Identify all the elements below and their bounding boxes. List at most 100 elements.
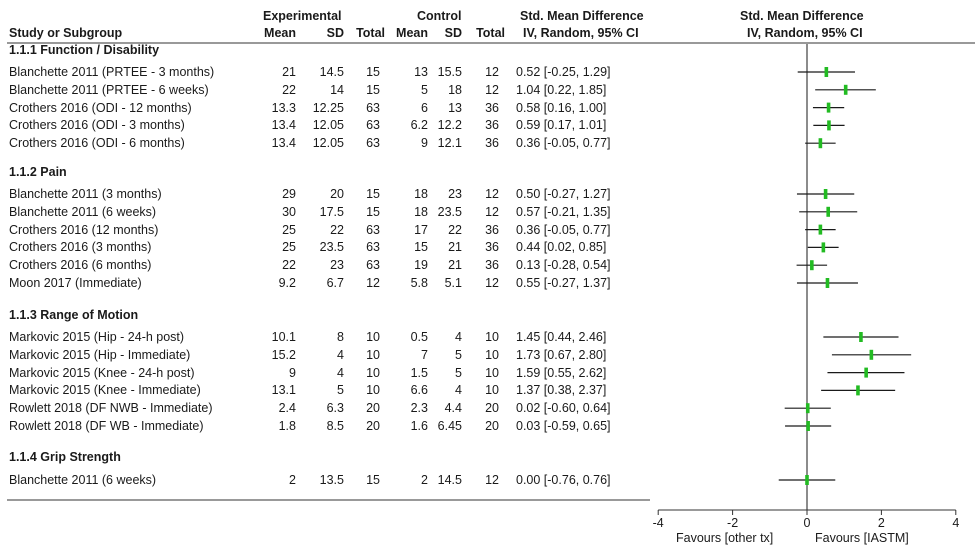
- exp-mean-cell: 9: [289, 365, 296, 380]
- ctrl-sd-cell: 5: [455, 365, 462, 380]
- ctrl-mean-cell: 5: [421, 82, 428, 97]
- study-name: Moon 2017 (Immediate): [9, 276, 142, 290]
- ctrl-sd-cell: 21: [448, 240, 462, 255]
- group-title: 1.1.1 Function / Disability: [9, 43, 160, 57]
- ctrl-mean-cell: 2: [421, 473, 428, 487]
- exp-mean-cell: 2: [289, 473, 296, 487]
- exp-mean-cell: 13.4: [271, 136, 296, 151]
- exp-total-cell: 63: [366, 118, 380, 133]
- exp-mean-cell: 9.2: [278, 276, 296, 290]
- effect-marker: [864, 367, 868, 378]
- exp-mean-cell: 25: [282, 240, 296, 255]
- ctrl-mean-cell: 2.3: [410, 401, 428, 416]
- exp-sd-cell: 17.5: [319, 204, 344, 219]
- smd-column-method: IV, Random, 95% CI: [523, 26, 639, 40]
- plot-title: Std. Mean Difference: [740, 9, 864, 23]
- study-name: Blanchette 2011 (3 months): [9, 187, 162, 201]
- effect-marker: [825, 278, 830, 288]
- smd-ci-cell: 0.57 [-0.21, 1.35]: [516, 204, 611, 219]
- control-header: Control: [417, 9, 462, 23]
- effect-marker: [823, 189, 828, 199]
- ctrl-total-header: Total: [476, 26, 505, 40]
- ctrl-total-cell: 36: [485, 118, 499, 133]
- study-name: Blanchette 2011 (6 weeks): [9, 204, 157, 219]
- exp-sd-cell: 6.3: [326, 401, 344, 416]
- ctrl-total-cell: 12: [485, 82, 499, 97]
- ctrl-mean-cell: 1.6: [410, 419, 428, 433]
- effect-marker: [810, 260, 814, 271]
- exp-total-cell: 10: [366, 347, 380, 362]
- exp-sd-cell: 13.5: [319, 473, 344, 487]
- ctrl-sd-cell: 12.2: [437, 118, 462, 133]
- smd-ci-cell: 0.36 [-0.05, 0.77]: [516, 222, 611, 237]
- group-title: 1.1.3 Range of Motion: [9, 308, 139, 322]
- ctrl-mean-cell: 13: [414, 65, 428, 79]
- ctrl-mean-cell: 1.5: [410, 365, 428, 380]
- exp-sd-cell: 23: [330, 258, 344, 273]
- ctrl-sd-cell: 13: [448, 100, 462, 115]
- effect-marker: [805, 403, 810, 414]
- study-name: Crothers 2016 (ODI - 6 months): [9, 136, 185, 151]
- exp-mean-cell: 22: [282, 258, 296, 273]
- study-name: Crothers 2016 (ODI - 12 months): [9, 100, 192, 115]
- ctrl-total-cell: 20: [485, 419, 499, 433]
- exp-total-cell: 15: [366, 82, 380, 97]
- study-name: Crothers 2016 (ODI - 3 months): [9, 118, 185, 133]
- exp-sd-cell: 4: [337, 347, 344, 362]
- exp-total-cell: 12: [366, 276, 380, 290]
- smd-ci-cell: 0.13 [-0.28, 0.54]: [516, 258, 611, 273]
- exp-mean-cell: 1.8: [278, 419, 296, 433]
- exp-sd-cell: 20: [330, 187, 344, 201]
- exp-mean-cell: 13.1: [271, 383, 296, 398]
- ctrl-sd-cell: 18: [448, 82, 462, 97]
- ctrl-total-cell: 10: [485, 330, 499, 344]
- exp-total-cell: 15: [366, 473, 380, 487]
- exp-total-cell: 15: [366, 187, 380, 201]
- smd-ci-cell: 0.58 [0.16, 1.00]: [516, 100, 607, 115]
- experimental-header: Experimental: [263, 9, 342, 23]
- ctrl-mean-cell: 0.5: [410, 330, 428, 344]
- smd-ci-cell: 1.73 [0.67, 2.80]: [516, 347, 607, 362]
- exp-sd-cell: 5: [337, 383, 344, 398]
- ctrl-total-cell: 10: [485, 365, 499, 380]
- exp-total-cell: 63: [366, 240, 380, 255]
- ctrl-sd-cell: 14.5: [437, 473, 462, 487]
- exp-mean-cell: 25: [282, 222, 296, 237]
- exp-total-cell: 10: [366, 383, 380, 398]
- smd-ci-cell: 0.50 [-0.27, 1.27]: [516, 187, 611, 201]
- ctrl-mean-cell: 17: [414, 222, 428, 237]
- ctrl-total-cell: 36: [485, 222, 499, 237]
- ctrl-mean-cell: 6.6: [410, 383, 428, 398]
- ctrl-total-cell: 12: [485, 276, 499, 290]
- ctrl-sd-cell: 21: [448, 258, 462, 273]
- exp-total-cell: 63: [366, 258, 380, 273]
- x-tick-label: -2: [727, 516, 738, 530]
- group-title: 1.1.4 Grip Strength: [9, 450, 121, 464]
- study-name: Markovic 2015 (Hip - Immediate): [9, 347, 191, 362]
- effect-marker: [826, 206, 831, 217]
- exp-total-cell: 63: [366, 222, 380, 237]
- ctrl-sd-cell: 5: [455, 347, 462, 362]
- study-name: Markovic 2015 (Knee - Immediate): [9, 383, 201, 398]
- ctrl-mean-cell: 7: [421, 347, 428, 362]
- exp-sd-cell: 8.5: [326, 419, 344, 433]
- study-name: Rowlett 2018 (DF NWB - Immediate): [9, 401, 213, 416]
- exp-total-cell: 63: [366, 100, 380, 115]
- ctrl-sd-cell: 23: [448, 187, 462, 201]
- effect-marker: [805, 475, 809, 485]
- smd-ci-cell: 0.36 [-0.05, 0.77]: [516, 136, 611, 151]
- x-tick-label: -4: [653, 516, 664, 530]
- ctrl-sd-cell: 6.45: [437, 419, 462, 433]
- ctrl-sd-cell: 4: [455, 330, 462, 344]
- ctrl-total-cell: 36: [485, 136, 499, 151]
- smd-ci-cell: 0.00 [-0.76, 0.76]: [516, 473, 611, 487]
- effect-marker: [824, 67, 829, 77]
- smd-column-title: Std. Mean Difference: [520, 9, 644, 23]
- group-title: 1.1.2 Pain: [9, 165, 67, 179]
- exp-mean-cell: 10.1: [271, 330, 296, 344]
- study-name: Markovic 2015 (Knee - 24-h post): [9, 365, 195, 380]
- effect-marker: [827, 120, 831, 131]
- ctrl-total-cell: 20: [485, 401, 499, 416]
- exp-mean-header: Mean: [264, 26, 296, 40]
